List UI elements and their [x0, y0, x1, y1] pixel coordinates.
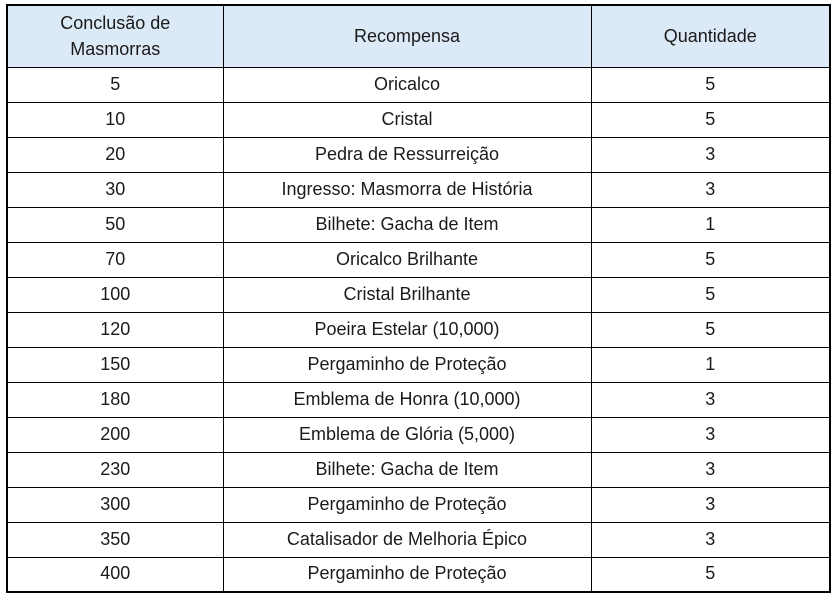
cell-dungeon-completions: 350 [6, 521, 224, 558]
cell-reward: Pergaminho de Proteção [222, 346, 592, 383]
cell-dungeon-completions: 30 [6, 171, 224, 208]
cell-reward: Emblema de Glória (5,000) [222, 416, 592, 453]
cell-quantity: 3 [590, 381, 831, 418]
table-row: 200 Emblema de Glória (5,000) 3 [6, 416, 831, 453]
cell-reward: Bilhete: Gacha de Item [222, 451, 592, 488]
table-row: 30 Ingresso: Masmorra de História 3 [6, 171, 831, 208]
table-row: 20 Pedra de Ressurreição 3 [6, 136, 831, 173]
cell-dungeon-completions: 150 [6, 346, 224, 383]
table-row: 350 Catalisador de Melhoria Épico 3 [6, 521, 831, 558]
cell-dungeon-completions: 70 [6, 241, 224, 278]
cell-dungeon-completions: 50 [6, 206, 224, 243]
table-row: 120 Poeira Estelar (10,000) 5 [6, 311, 831, 348]
cell-quantity: 3 [590, 486, 831, 523]
cell-dungeon-completions: 400 [6, 556, 224, 593]
table-row: 230 Bilhete: Gacha de Item 3 [6, 451, 831, 488]
cell-reward: Oricalco Brilhante [222, 241, 592, 278]
cell-quantity: 3 [590, 171, 831, 208]
cell-reward: Poeira Estelar (10,000) [222, 311, 592, 348]
cell-dungeon-completions: 10 [6, 101, 224, 138]
table-row: 10 Cristal 5 [6, 101, 831, 138]
cell-dungeon-completions: 230 [6, 451, 224, 488]
dungeon-rewards-table: Conclusão de Masmorras Recompensa Quanti… [6, 4, 831, 593]
cell-dungeon-completions: 200 [6, 416, 224, 453]
cell-dungeon-completions: 5 [6, 66, 224, 103]
cell-quantity: 3 [590, 416, 831, 453]
cell-reward: Cristal [222, 101, 592, 138]
cell-reward: Oricalco [222, 66, 592, 103]
cell-quantity: 5 [590, 311, 831, 348]
cell-reward: Pergaminho de Proteção [222, 486, 592, 523]
cell-quantity: 5 [590, 556, 831, 593]
cell-quantity: 1 [590, 206, 831, 243]
cell-dungeon-completions: 120 [6, 311, 224, 348]
header-reward: Recompensa [222, 4, 592, 68]
cell-quantity: 5 [590, 241, 831, 278]
header-dungeon-completions: Conclusão de Masmorras [6, 4, 224, 68]
table-row: 150 Pergaminho de Proteção 1 [6, 346, 831, 383]
cell-reward: Pedra de Ressurreição [222, 136, 592, 173]
header-row: Conclusão de Masmorras Recompensa Quanti… [6, 4, 831, 68]
table-row: 400 Pergaminho de Proteção 5 [6, 556, 831, 593]
cell-quantity: 5 [590, 276, 831, 313]
cell-reward: Bilhete: Gacha de Item [222, 206, 592, 243]
table-row: 50 Bilhete: Gacha de Item 1 [6, 206, 831, 243]
table-row: 100 Cristal Brilhante 5 [6, 276, 831, 313]
cell-quantity: 3 [590, 136, 831, 173]
cell-reward: Emblema de Honra (10,000) [222, 381, 592, 418]
cell-quantity: 1 [590, 346, 831, 383]
cell-reward: Catalisador de Melhoria Épico [222, 521, 592, 558]
cell-quantity: 3 [590, 521, 831, 558]
cell-reward: Pergaminho de Proteção [222, 556, 592, 593]
cell-dungeon-completions: 300 [6, 486, 224, 523]
cell-dungeon-completions: 180 [6, 381, 224, 418]
cell-dungeon-completions: 20 [6, 136, 224, 173]
cell-quantity: 3 [590, 451, 831, 488]
table-row: 5 Oricalco 5 [6, 66, 831, 103]
table-row: 70 Oricalco Brilhante 5 [6, 241, 831, 278]
cell-reward: Ingresso: Masmorra de História [222, 171, 592, 208]
table-row: 180 Emblema de Honra (10,000) 3 [6, 381, 831, 418]
cell-quantity: 5 [590, 101, 831, 138]
table-row: 300 Pergaminho de Proteção 3 [6, 486, 831, 523]
cell-quantity: 5 [590, 66, 831, 103]
header-quantity: Quantidade [590, 4, 831, 68]
cell-dungeon-completions: 100 [6, 276, 224, 313]
cell-reward: Cristal Brilhante [222, 276, 592, 313]
